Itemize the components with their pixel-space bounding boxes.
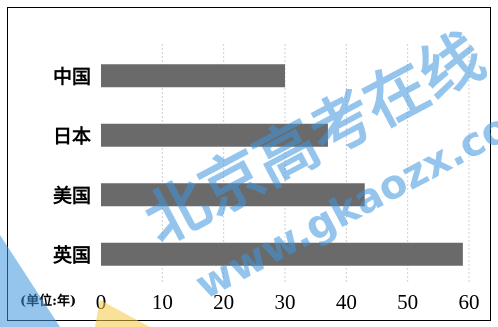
bars (101, 64, 463, 266)
bar-1 (101, 64, 285, 88)
category-label-3: 美国 (53, 184, 91, 207)
watermark-accent-shape (95, 300, 150, 327)
x-tick-label-30: 30 (275, 290, 296, 314)
x-tick-label-10: 10 (152, 290, 173, 314)
bar-2 (101, 123, 328, 147)
x-tick-labels: 0102030405060 (96, 290, 480, 314)
x-tick-label-40: 40 (336, 290, 357, 314)
chart-frame (7, 7, 491, 321)
category-label-2: 日本 (53, 124, 91, 147)
grid-lines (7, 7, 491, 321)
bar-3 (101, 183, 365, 207)
watermark-corner-shape (0, 235, 60, 327)
x-tick-label-20: 20 (213, 290, 234, 314)
x-tick-label-50: 50 (397, 290, 418, 314)
category-label-4: 英国 (53, 243, 91, 266)
category-label-1: 中国 (53, 65, 91, 88)
bar-4 (101, 242, 463, 266)
x-tick-label-60: 60 (459, 290, 480, 314)
